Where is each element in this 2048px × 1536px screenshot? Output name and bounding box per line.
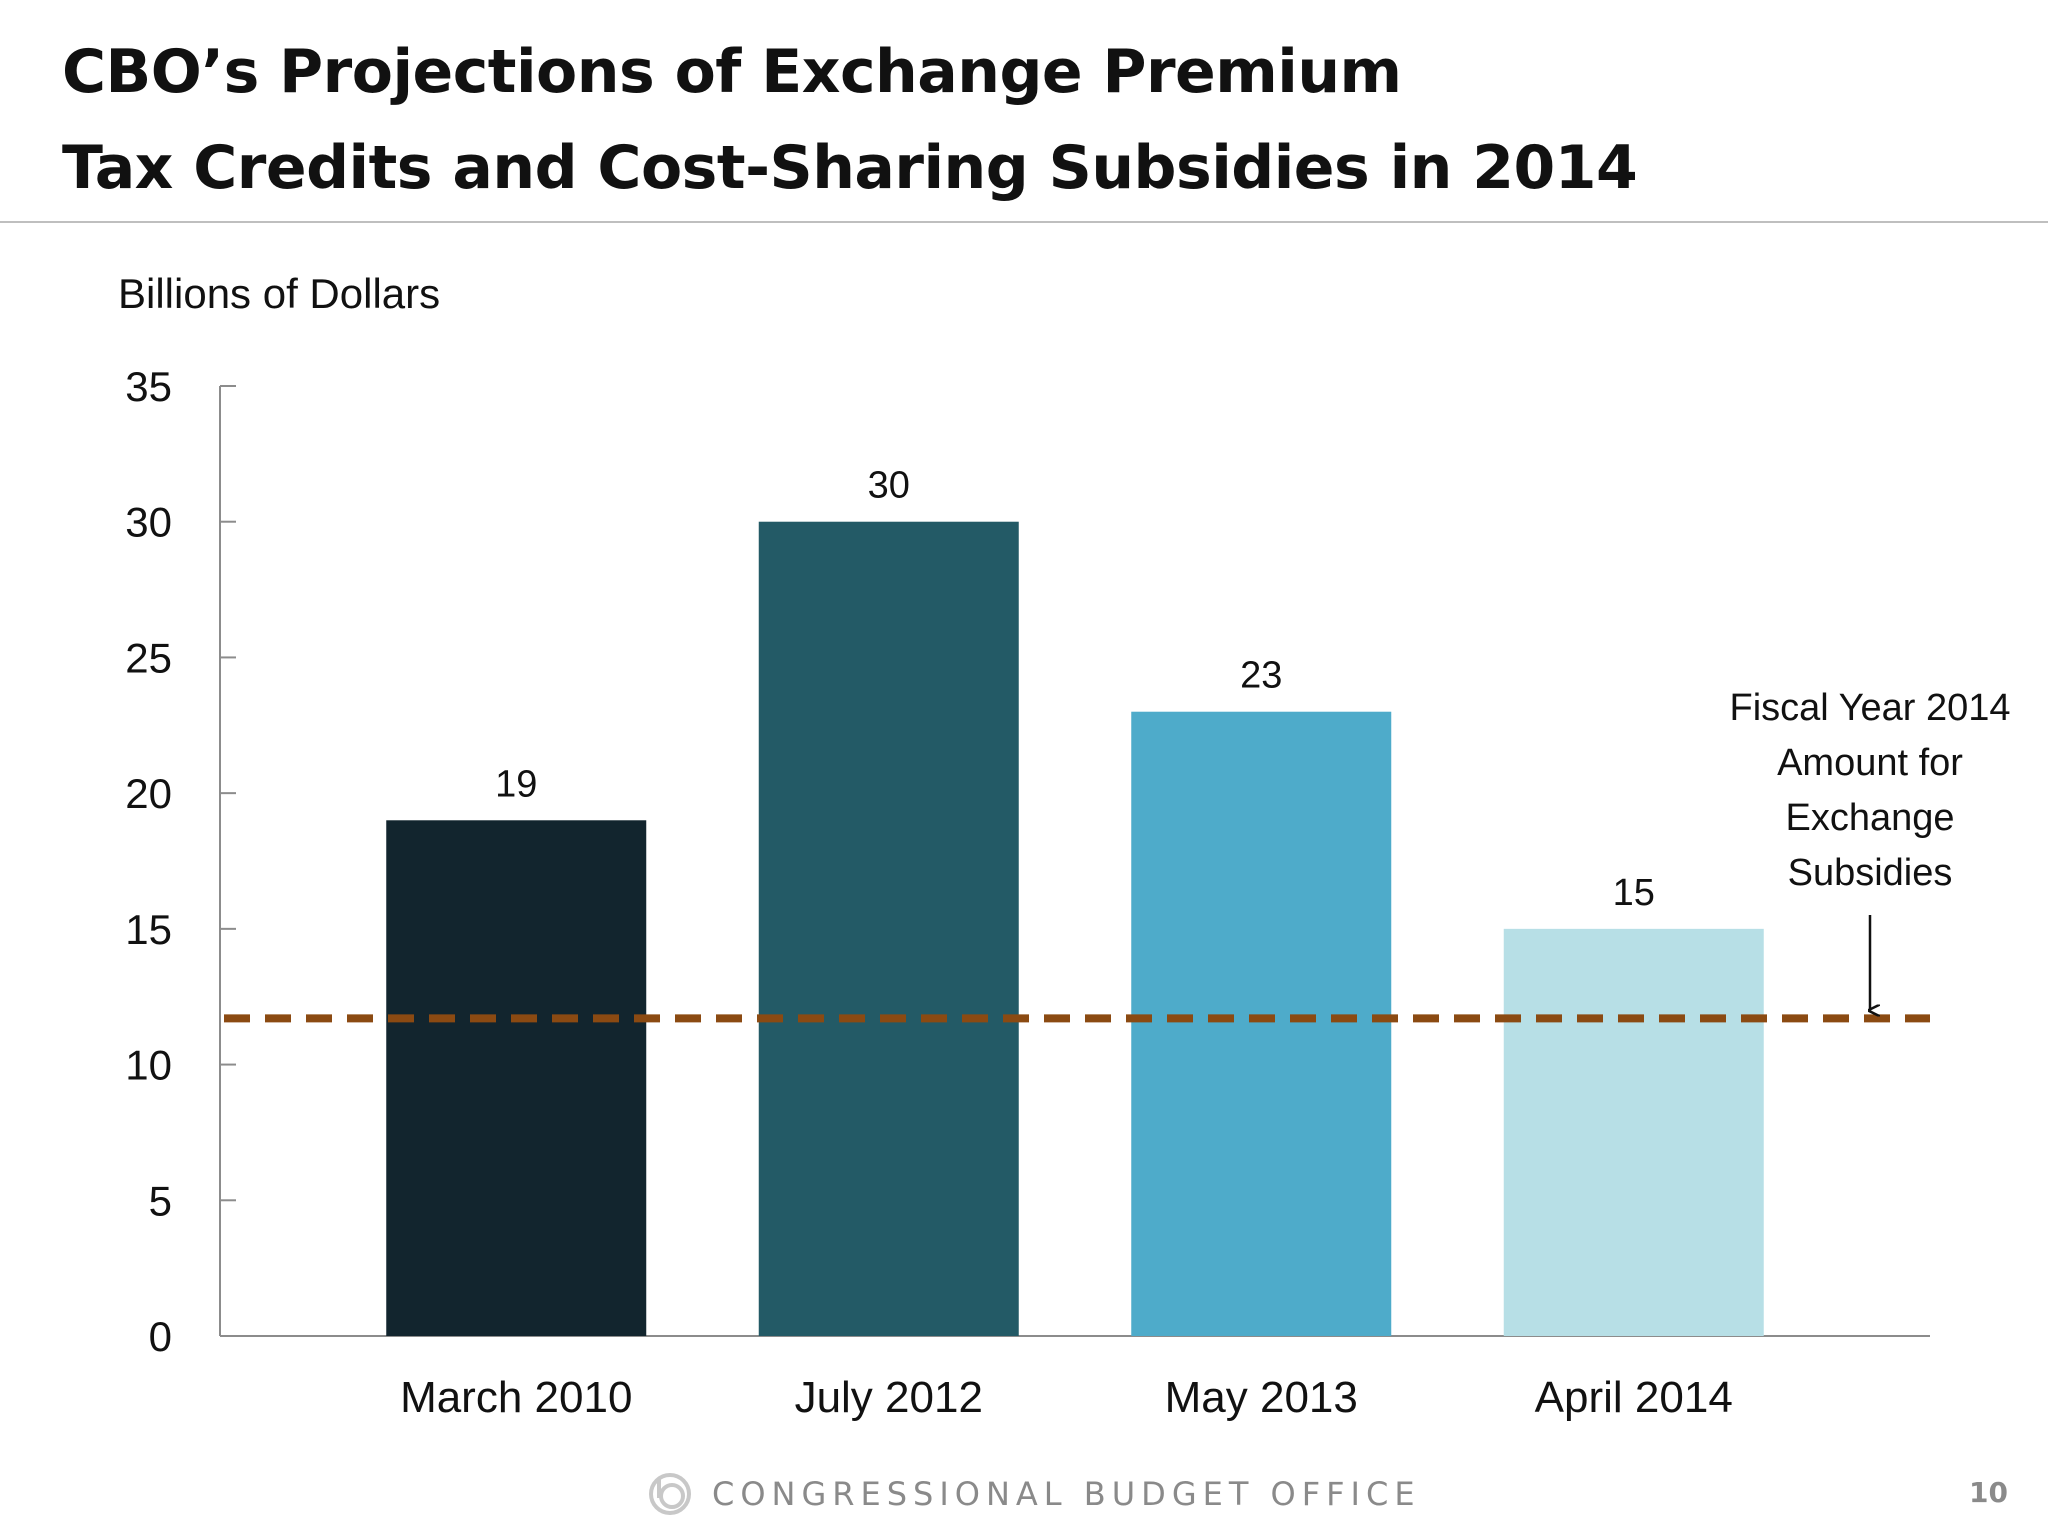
bar-data-label: 30 bbox=[868, 465, 910, 507]
y-tick-label: 5 bbox=[149, 1177, 172, 1224]
y-tick-label: 10 bbox=[125, 1042, 172, 1089]
title-line-2: Tax Credits and Cost-Sharing Subsidies i… bbox=[62, 133, 1638, 203]
y-axis: 0 5 10 15 20 25 30 35 bbox=[125, 363, 1930, 1360]
reference-line-label-line: Fiscal Year 2014 bbox=[1730, 687, 2011, 729]
slide-title: CBO’s Projections of Exchange Premium Ta… bbox=[62, 24, 1638, 216]
page-number: 10 bbox=[1969, 1476, 2008, 1509]
footer: CONGRESSIONAL BUDGET OFFICE bbox=[648, 1472, 1421, 1516]
bar-data-label: 23 bbox=[1240, 655, 1282, 697]
x-tick-label: May 2013 bbox=[1165, 1373, 1358, 1422]
x-tick-label: April 2014 bbox=[1535, 1373, 1733, 1422]
bars: 19 30 23 15 bbox=[386, 465, 1764, 1336]
bar bbox=[1131, 711, 1392, 1336]
reference-line-label-line: Subsidies bbox=[1788, 852, 1953, 894]
bar-data-label: 15 bbox=[1613, 872, 1655, 914]
y-tick-label: 25 bbox=[125, 634, 172, 681]
bar-data-label: 19 bbox=[495, 763, 537, 805]
x-tick-label: July 2012 bbox=[795, 1373, 983, 1422]
footer-org-name: CONGRESSIONAL BUDGET OFFICE bbox=[712, 1475, 1421, 1513]
y-tick-label: 30 bbox=[125, 499, 172, 546]
x-tick-label: March 2010 bbox=[400, 1373, 632, 1422]
cbo-logo-icon bbox=[649, 1473, 691, 1515]
title-line-1: CBO’s Projections of Exchange Premium bbox=[62, 37, 1402, 107]
title-divider bbox=[0, 221, 2048, 223]
x-axis: March 2010 July 2012 May 2013 April 2014 bbox=[400, 1373, 1733, 1422]
y-tick-label: 35 bbox=[125, 363, 172, 410]
y-tick-label: 0 bbox=[149, 1313, 172, 1360]
bar bbox=[1503, 928, 1764, 1336]
reference-line-label-line: Amount for bbox=[1777, 742, 1963, 784]
bar bbox=[386, 820, 647, 1336]
reference-line-label-line: Exchange bbox=[1785, 797, 1954, 839]
y-tick-label: 15 bbox=[125, 906, 172, 953]
bar bbox=[758, 521, 1019, 1336]
y-axis-label: Billions of Dollars bbox=[118, 270, 440, 317]
reference-line-group: Fiscal Year 2014 Amount for Exchange Subsid… bbox=[224, 687, 2011, 1023]
reference-line-label: Fiscal Year 2014 Amount for Exchange Subsid… bbox=[1730, 687, 2011, 894]
y-tick-label: 20 bbox=[125, 770, 172, 817]
